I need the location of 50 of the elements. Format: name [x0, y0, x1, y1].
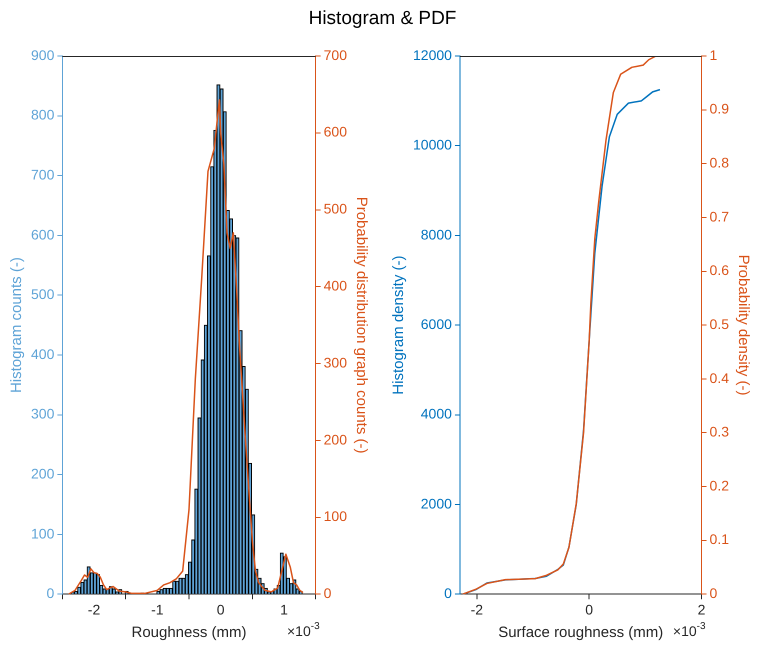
x-tick-label: -2 [470, 601, 484, 618]
y2-tick-label: 200 [324, 431, 348, 448]
x-tick-label: 1 [280, 601, 288, 618]
y2-axis-title: Probability density (-) [734, 254, 752, 396]
y-tick-label: 6000 [420, 316, 452, 332]
y2-tick-label: 0.7 [710, 208, 730, 224]
x-axis-title: Surface roughness (mm) [498, 624, 664, 642]
y-tick-label: 0 [444, 585, 452, 602]
x-tick-label: -1 [151, 601, 164, 618]
y-tick-label: 4000 [420, 406, 452, 422]
y-tick-label: 100 [31, 525, 55, 542]
y2-tick-label: 0.3 [710, 424, 730, 440]
y-axis-title: Histogram density (-) [390, 256, 408, 395]
y-axis-title: Histogram counts (-) [8, 257, 26, 394]
y2-tick-label: 400 [324, 278, 348, 294]
y-tick-label: 0 [46, 585, 55, 602]
y2-tick-label: 0 [710, 585, 718, 602]
y-tick-label: 200 [31, 465, 55, 482]
y2-tick-label: 0.4 [710, 370, 730, 386]
y2-tick-label: 700 [324, 46, 348, 63]
y2-axis-title: Probability distribution graph counts (-) [352, 196, 370, 454]
y2-tick-label: 0.9 [710, 100, 730, 117]
y-tick-label: 400 [31, 346, 55, 362]
y2-tick-label: 0.8 [710, 154, 730, 170]
text: Histogram & PDF [308, 8, 458, 30]
y2-tick-label: 300 [324, 354, 348, 370]
y2-tick-label: 500 [324, 200, 348, 217]
y2-tick-label: 0.2 [710, 477, 730, 494]
y-tick-label: 700 [31, 166, 55, 182]
y-tick-label: 2000 [420, 495, 452, 512]
y-tick-label: 10000 [412, 136, 452, 153]
y2-tick-label: 0 [324, 585, 332, 602]
y-tick-label: 12000 [412, 46, 452, 63]
x-tick-label: -2 [88, 601, 100, 618]
y2-tick-label: 100 [324, 508, 348, 524]
x-tick-label: 2 [698, 601, 706, 618]
x-tick-label: 0 [216, 601, 225, 618]
y2-tick-label: 1 [710, 46, 718, 63]
y-tick-label: 500 [31, 286, 55, 302]
y2-tick-label: 0.5 [710, 316, 730, 332]
y-tick-label: 800 [31, 106, 55, 123]
x-axis-title: Roughness (mm) [131, 624, 247, 642]
y-tick-label: 900 [31, 46, 55, 63]
x-tick-label: 0 [585, 601, 594, 618]
y2-tick-label: 0.6 [710, 262, 730, 278]
y-tick-label: 300 [31, 406, 55, 422]
y2-tick-label: 600 [324, 124, 348, 140]
y-tick-label: 600 [31, 226, 55, 242]
y2-tick-label: 0.1 [710, 531, 730, 548]
y-tick-label: 8000 [420, 226, 452, 242]
